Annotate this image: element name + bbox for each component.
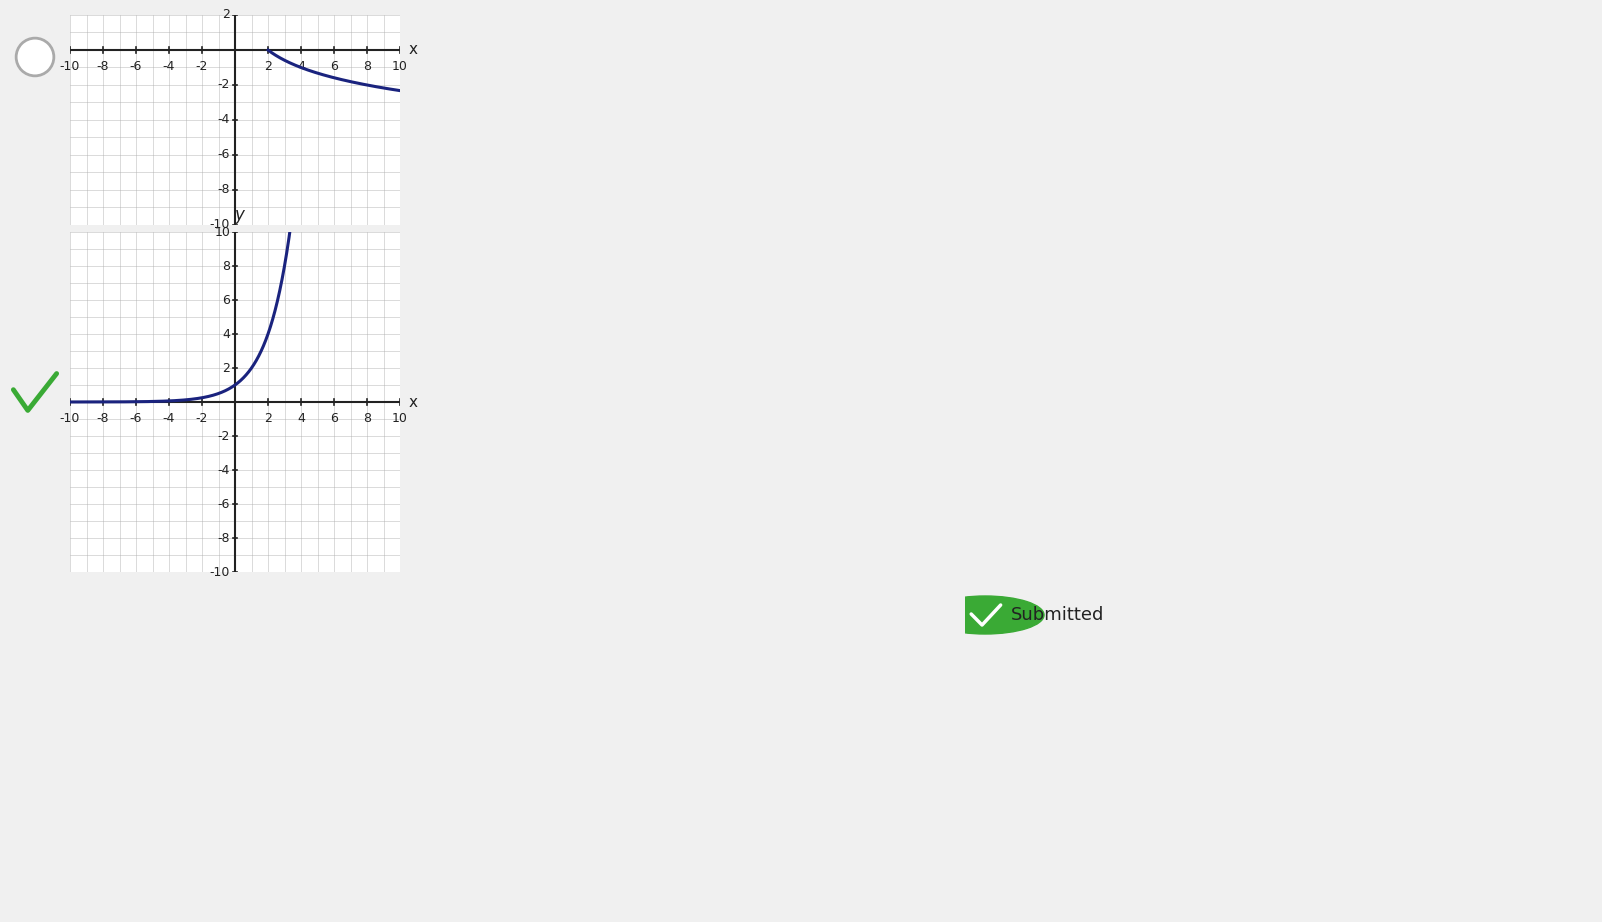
Text: 4: 4 [296,412,304,425]
Text: 10: 10 [215,226,231,239]
Text: 2: 2 [264,412,272,425]
Text: -2: -2 [195,61,208,74]
Text: 6: 6 [223,293,231,306]
Text: 2: 2 [223,361,231,374]
Text: -4: -4 [163,61,175,74]
Text: -4: -4 [218,464,231,477]
Text: y: y [234,206,244,223]
Text: -8: -8 [96,61,109,74]
Text: -8: -8 [218,531,231,545]
Text: -10: -10 [210,219,231,231]
Text: 6: 6 [330,61,338,74]
Text: 2: 2 [264,61,272,74]
Text: 10: 10 [392,61,409,74]
Text: -8: -8 [218,183,231,196]
Text: -4: -4 [218,113,231,126]
Text: 2: 2 [223,8,231,21]
Text: -6: -6 [130,61,143,74]
Text: -2: -2 [218,430,231,443]
Circle shape [16,38,54,76]
Circle shape [926,596,1045,634]
Text: -6: -6 [218,498,231,511]
Text: 8: 8 [223,259,231,273]
Text: -10: -10 [59,61,80,74]
Text: -10: -10 [210,565,231,578]
Text: 8: 8 [364,61,372,74]
Text: -8: -8 [96,412,109,425]
Text: 10: 10 [392,412,409,425]
Text: Submitted: Submitted [1011,606,1105,624]
Text: -6: -6 [130,412,143,425]
Text: 4: 4 [296,61,304,74]
Text: 8: 8 [364,412,372,425]
Text: 4: 4 [223,327,231,340]
Text: -10: -10 [59,412,80,425]
Text: -6: -6 [218,148,231,161]
Text: x: x [409,395,417,409]
Text: -4: -4 [163,412,175,425]
Text: -2: -2 [195,412,208,425]
Text: 6: 6 [330,412,338,425]
Text: x: x [409,42,417,57]
Text: -2: -2 [218,78,231,91]
